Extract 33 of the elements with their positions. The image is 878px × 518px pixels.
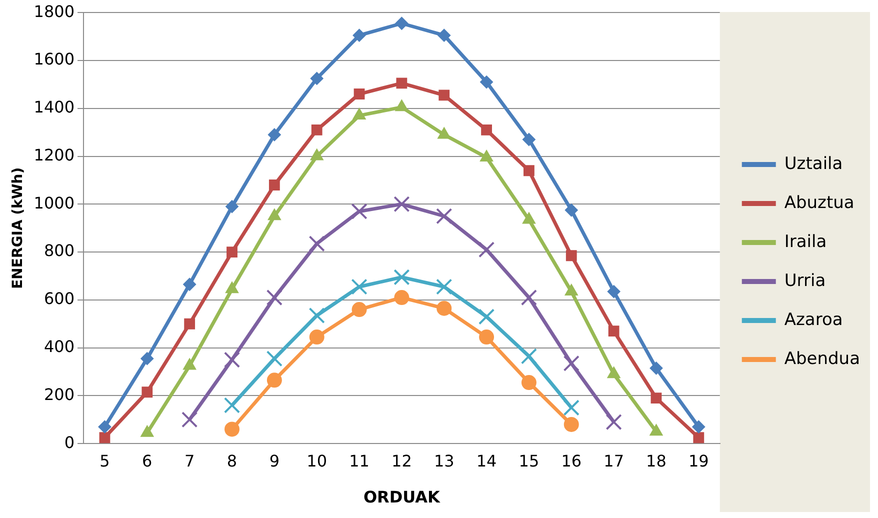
x-tick-label: 9 [269,451,280,470]
x-tick-label: 15 [518,451,540,470]
y-tick-label: 400 [44,336,75,356]
x-axis-title: ORDUAK [363,488,441,507]
x-tick-label: 13 [434,451,454,470]
y-tick-label: 200 [44,384,75,404]
y-tick-label: 1800 [34,2,75,21]
x-tick-label: 5 [100,451,110,470]
x-tick-label: 6 [142,451,152,470]
y-tick-label: 1600 [34,50,75,69]
y-tick-label: 1200 [34,145,75,164]
x-tick-label: 16 [561,451,582,470]
x-tick-label: 19 [688,451,709,470]
legend-label: Abuztua [784,192,854,213]
legend-label: Azaroa [784,310,843,330]
legend-label: Abendua [784,348,860,369]
y-tick-label: 600 [44,289,75,308]
legend-label: Iraila [784,232,827,252]
x-tick-label: 10 [306,451,328,470]
x-tick-label: 14 [476,451,497,470]
y-tick-label: 800 [44,241,75,260]
x-tick-label: 8 [226,451,238,470]
x-tick-label: 11 [349,451,370,470]
y-tick-label: 1000 [34,193,75,212]
x-tick-label: 17 [604,451,624,470]
legend-label: Uztaila [784,154,843,174]
legend-label: Urria [784,270,826,291]
x-tick-label: 7 [184,451,195,470]
y-tick-label: 1400 [34,98,75,117]
x-tick-label: 12 [392,451,412,470]
y-tick-label: 0 [64,432,75,452]
x-tick-label: 18 [646,451,666,470]
y-axis-title: ENERGIA (kWh) [10,167,26,289]
